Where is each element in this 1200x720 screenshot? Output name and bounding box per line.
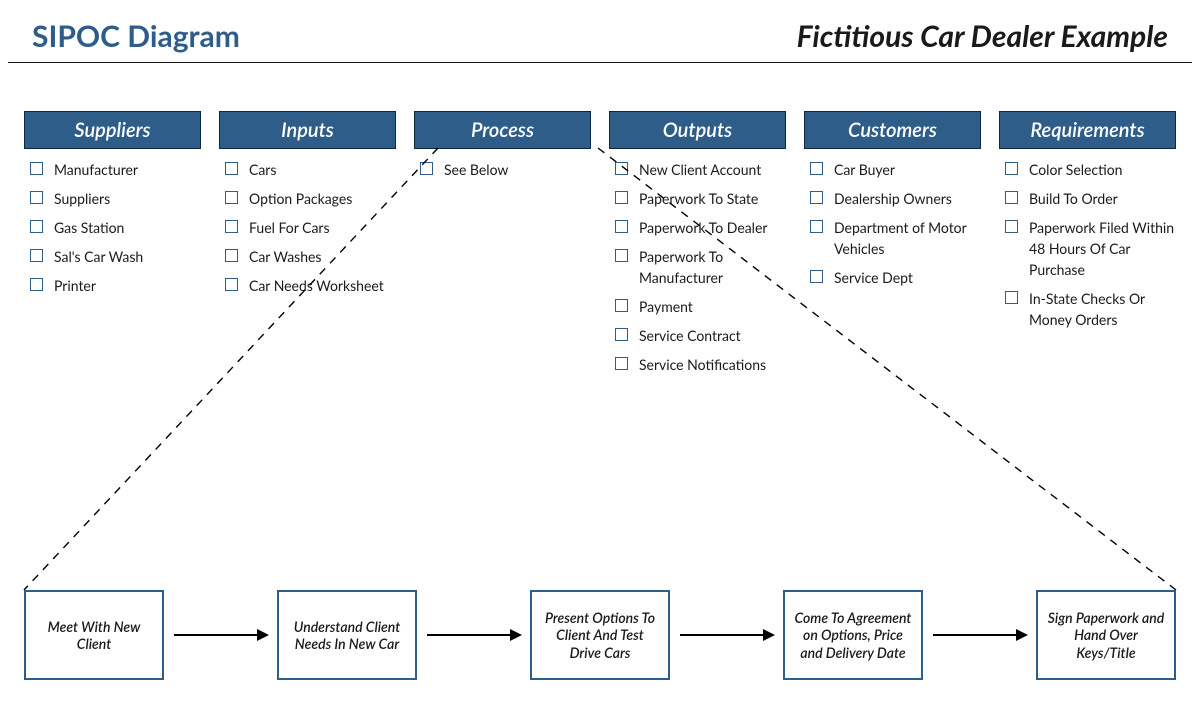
process-step: Come To Agreement on Options, Price and … (783, 590, 923, 680)
column-header: Process (414, 111, 591, 149)
list-item: Car Buyer (810, 159, 981, 180)
list-item: Color Selection (1005, 159, 1176, 180)
list-item: Manufacturer (30, 159, 201, 180)
list-item: Paperwork Filed Within 48 Hours Of Car P… (1005, 217, 1176, 280)
column-list: Color Selection Build To Order Paperwork… (999, 159, 1176, 330)
list-item: Dealership Owners (810, 188, 981, 209)
title-right: Fictitious Car Dealer Example (797, 18, 1168, 54)
process-step: Sign Paperwork and Hand Over Keys/Title (1036, 590, 1176, 680)
column-header: Inputs (219, 111, 396, 149)
list-item: Department of Motor Vehicles (810, 217, 981, 259)
column-requirements: Requirements Color Selection Build To Or… (999, 111, 1176, 383)
column-list: Car Buyer Dealership Owners Department o… (804, 159, 981, 288)
list-item: Service Dept (810, 267, 981, 288)
title-left: SIPOC Diagram (32, 18, 240, 54)
list-item: Cars (225, 159, 396, 180)
column-header: Customers (804, 111, 981, 149)
list-item: Build To Order (1005, 188, 1176, 209)
column-list: Manufacturer Suppliers Gas Station Sal's… (24, 159, 201, 296)
list-item: Service Contract (615, 325, 786, 346)
list-item: Printer (30, 275, 201, 296)
list-item: Service Notifications (615, 354, 786, 375)
column-outputs: Outputs New Client Account Paperwork To … (609, 111, 786, 383)
list-item: Sal's Car Wash (30, 246, 201, 267)
column-list: New Client Account Paperwork To State Pa… (609, 159, 786, 375)
list-item: In-State Checks Or Money Orders (1005, 288, 1176, 330)
flow-arrow (923, 634, 1036, 636)
list-item: Car Washes (225, 246, 396, 267)
flow-arrow (417, 634, 530, 636)
list-item: New Client Account (615, 159, 786, 180)
column-header: Requirements (999, 111, 1176, 149)
page-header: SIPOC Diagram Fictitious Car Dealer Exam… (8, 0, 1192, 63)
column-list: See Below (414, 159, 591, 180)
list-item: Paperwork To Dealer (615, 217, 786, 238)
list-item: Suppliers (30, 188, 201, 209)
list-item: Payment (615, 296, 786, 317)
sipoc-columns: Suppliers Manufacturer Suppliers Gas Sta… (0, 63, 1200, 383)
list-item: See Below (420, 159, 591, 180)
list-item: Option Packages (225, 188, 396, 209)
list-item: Paperwork To State (615, 188, 786, 209)
process-step: Understand Client Needs In New Car (277, 590, 417, 680)
column-header: Suppliers (24, 111, 201, 149)
column-inputs: Inputs Cars Option Packages Fuel For Car… (219, 111, 396, 383)
process-step: Meet With New Client (24, 590, 164, 680)
flow-arrow (164, 634, 277, 636)
column-suppliers: Suppliers Manufacturer Suppliers Gas Sta… (24, 111, 201, 383)
list-item: Paperwork To Manufacturer (615, 246, 786, 288)
column-list: Cars Option Packages Fuel For Cars Car W… (219, 159, 396, 296)
flow-arrow (670, 634, 783, 636)
process-flow-row: Meet With New Client Understand Client N… (0, 590, 1200, 680)
process-step: Present Options To Client And Test Drive… (530, 590, 670, 680)
list-item: Fuel For Cars (225, 217, 396, 238)
column-header: Outputs (609, 111, 786, 149)
column-customers: Customers Car Buyer Dealership Owners De… (804, 111, 981, 383)
list-item: Gas Station (30, 217, 201, 238)
column-process: Process See Below (414, 111, 591, 383)
list-item: Car Needs Worksheet (225, 275, 396, 296)
